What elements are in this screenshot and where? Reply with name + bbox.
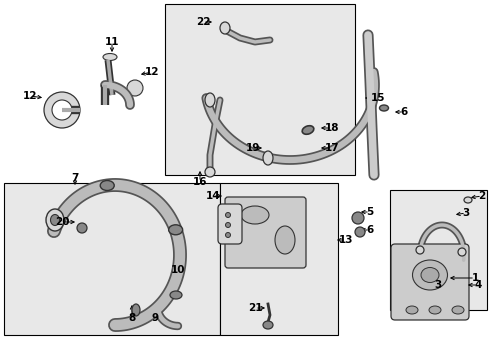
Ellipse shape [170, 291, 182, 299]
Ellipse shape [421, 267, 439, 283]
Text: 10: 10 [171, 265, 185, 275]
Text: 1: 1 [471, 273, 479, 283]
Circle shape [355, 227, 365, 237]
Text: 3: 3 [434, 280, 441, 290]
Ellipse shape [464, 197, 472, 203]
Ellipse shape [379, 105, 389, 111]
Text: 19: 19 [246, 143, 260, 153]
FancyBboxPatch shape [391, 244, 469, 320]
Circle shape [225, 212, 230, 217]
FancyBboxPatch shape [225, 197, 306, 268]
Bar [4, 183, 220, 335]
Text: 2: 2 [478, 191, 486, 201]
Ellipse shape [205, 167, 215, 177]
Text: 3: 3 [463, 208, 469, 218]
Text: 12: 12 [145, 67, 159, 77]
Text: 17: 17 [325, 143, 339, 153]
Ellipse shape [458, 248, 466, 256]
Text: 9: 9 [151, 313, 159, 323]
Text: 4: 4 [474, 280, 482, 290]
Text: 13: 13 [339, 235, 353, 245]
Ellipse shape [429, 306, 441, 314]
Ellipse shape [263, 321, 273, 329]
Ellipse shape [103, 54, 117, 60]
Ellipse shape [413, 260, 447, 290]
Ellipse shape [241, 206, 269, 224]
Bar [165, 4, 355, 175]
Text: 15: 15 [371, 93, 385, 103]
Ellipse shape [100, 180, 114, 190]
Bar [220, 183, 338, 335]
Circle shape [352, 212, 364, 224]
Ellipse shape [302, 126, 314, 134]
Text: 22: 22 [196, 17, 210, 27]
Circle shape [127, 80, 143, 96]
Ellipse shape [169, 225, 183, 235]
Text: 18: 18 [325, 123, 339, 133]
Text: 21: 21 [248, 303, 262, 313]
Ellipse shape [46, 209, 64, 231]
Circle shape [225, 233, 230, 238]
Text: 6: 6 [400, 107, 408, 117]
Circle shape [44, 92, 80, 128]
Circle shape [225, 222, 230, 228]
Text: 12: 12 [23, 91, 37, 101]
Text: 8: 8 [128, 313, 136, 323]
Text: 5: 5 [367, 207, 374, 217]
FancyBboxPatch shape [218, 204, 242, 244]
Ellipse shape [263, 151, 273, 165]
Ellipse shape [205, 93, 215, 107]
Text: 11: 11 [105, 37, 119, 47]
Circle shape [77, 223, 87, 233]
Text: 7: 7 [72, 173, 79, 183]
Ellipse shape [416, 246, 424, 254]
Ellipse shape [452, 306, 464, 314]
Text: 6: 6 [367, 225, 374, 235]
Text: 16: 16 [193, 177, 207, 187]
Text: 14: 14 [206, 191, 220, 201]
Ellipse shape [275, 226, 295, 254]
Ellipse shape [220, 22, 230, 34]
Text: 20: 20 [55, 217, 69, 227]
Bar [390, 190, 487, 310]
Ellipse shape [406, 306, 418, 314]
Ellipse shape [50, 215, 59, 225]
Ellipse shape [132, 304, 140, 316]
Circle shape [52, 100, 72, 120]
